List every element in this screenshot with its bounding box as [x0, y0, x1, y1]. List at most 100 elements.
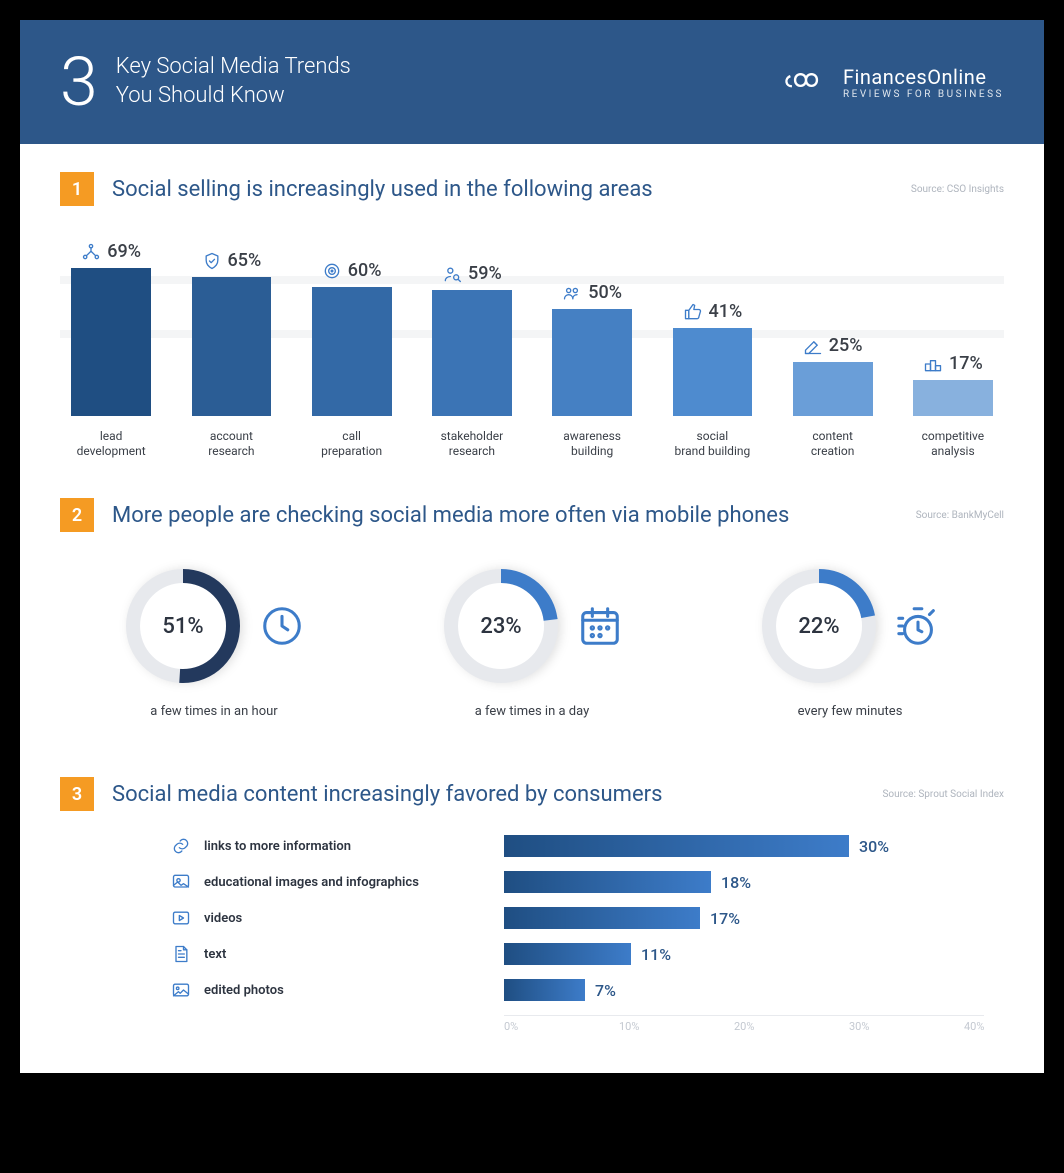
section-2-title: More people are checking social media mo… — [112, 503, 898, 528]
thumbs-up-icon — [683, 302, 703, 322]
donut-gauge: 22% — [759, 566, 879, 686]
bar-value: 60% — [348, 260, 382, 281]
bar-item: 41% socialbrand building — [661, 301, 763, 416]
hbar-right: 18% — [504, 871, 984, 893]
hbar-left: videos — [170, 907, 480, 929]
hbar-label: educational images and infographics — [204, 875, 419, 890]
donut-wrap: 23% — [441, 566, 623, 686]
bar-item: 50% awarenessbuilding — [541, 282, 643, 416]
bar-rect — [793, 362, 873, 416]
bar-label: socialbrand building — [651, 429, 774, 460]
donut-item: 22% every few minutes — [706, 566, 994, 719]
donut-value: 23% — [441, 566, 561, 686]
hbar-label: edited photos — [204, 983, 284, 998]
bar-rect — [432, 290, 512, 416]
bar-label: accountresearch — [170, 429, 293, 460]
section-3-source: Source: Sprout Social Index — [882, 789, 1004, 800]
hbar-left: edited photos — [170, 979, 480, 1001]
axis-tick: 30% — [849, 1020, 964, 1033]
brand-logo: FinancesOnline REVIEWS FOR BUSINESS — [781, 64, 1004, 100]
section-3-title: Social media content increasingly favore… — [112, 782, 864, 807]
infographic-page: 3 Key Social Media Trends You Should Kno… — [20, 20, 1044, 1073]
section-1: 1 Social selling is increasingly used in… — [20, 144, 1044, 470]
bar-rect — [71, 268, 151, 416]
donut-value: 51% — [123, 566, 243, 686]
donut-label: a few times in an hour — [150, 704, 277, 719]
section-1-source: Source: CSO Insights — [911, 184, 1004, 195]
infinity-cloud-icon — [781, 64, 831, 100]
bar-top: 25% — [803, 335, 863, 356]
section-3: 3 Social media content increasingly favo… — [20, 749, 1044, 1073]
hbar-right: 11% — [504, 943, 984, 965]
bar-value: 25% — [829, 335, 863, 356]
stopwatch-icon — [895, 603, 941, 649]
bar-top: 17% — [923, 353, 983, 374]
header: 3 Key Social Media Trends You Should Kno… — [20, 20, 1044, 144]
donut-label: a few times in a day — [475, 704, 590, 719]
target-icon — [322, 261, 342, 281]
axis-tick: 20% — [734, 1020, 849, 1033]
document-icon — [170, 944, 192, 964]
shield-icon — [202, 251, 222, 271]
bar-label: contentcreation — [771, 429, 894, 460]
brand-name: FinancesOnline — [843, 65, 1004, 89]
hbar-right: 7% — [504, 979, 984, 1001]
axis-tick: 10% — [619, 1020, 734, 1033]
bar-item: 69% leaddevelopment — [60, 241, 162, 416]
section-2-header: 2 More people are checking social media … — [60, 498, 1004, 532]
bar-label: stakeholderresearch — [411, 429, 534, 460]
bar-top: 50% — [562, 282, 622, 303]
hbar-chart: links to more information 30% educationa… — [60, 835, 1004, 1043]
bar-item: 59% stakeholderresearch — [421, 263, 523, 416]
hbar-value: 18% — [721, 873, 751, 892]
person-search-icon — [442, 264, 462, 284]
hbar-label: videos — [204, 911, 242, 926]
donut-row: 51% a few times in an hour 23% a few tim… — [60, 556, 1004, 739]
donut-label: every few minutes — [798, 704, 903, 719]
bar-value: 65% — [228, 250, 262, 271]
bar-value: 59% — [468, 263, 502, 284]
donut-value: 22% — [759, 566, 879, 686]
donut-item: 51% a few times in an hour — [70, 566, 358, 719]
section-1-header: 1 Social selling is increasingly used in… — [60, 172, 1004, 206]
section-3-header: 3 Social media content increasingly favo… — [60, 777, 1004, 811]
pencil-icon — [803, 336, 823, 356]
header-title-line1: Key Social Media Trends — [116, 53, 351, 82]
axis-tick: 0% — [504, 1020, 619, 1033]
bar-top: 41% — [683, 301, 743, 322]
hbar-value: 7% — [595, 981, 616, 1000]
hbar-rect — [504, 871, 711, 893]
hbar-axis: 0%10%20%30%40% — [504, 1015, 984, 1033]
brand-subtitle: REVIEWS FOR BUSINESS — [843, 89, 1004, 100]
brand-text: FinancesOnline REVIEWS FOR BUSINESS — [843, 65, 1004, 100]
header-title-lines: Key Social Media Trends You Should Know — [116, 53, 351, 110]
axis-tick: 40% — [964, 1020, 984, 1033]
hbar-left: text — [170, 943, 480, 965]
image-info-icon — [170, 872, 192, 892]
hbar-left: educational images and infographics — [170, 871, 480, 893]
section-2-number: 2 — [60, 498, 94, 532]
bar-top: 59% — [442, 263, 502, 284]
hbar-label: text — [204, 947, 226, 962]
donut-gauge: 23% — [441, 566, 561, 686]
video-icon — [170, 908, 192, 928]
calendar-icon — [577, 603, 623, 649]
section-3-number: 3 — [60, 777, 94, 811]
hbar-left: links to more information — [170, 835, 480, 857]
hbar-label: links to more information — [204, 839, 351, 854]
donut-wrap: 22% — [759, 566, 941, 686]
header-number: 3 — [60, 48, 98, 116]
bar-rect — [913, 380, 993, 416]
bar-rect — [673, 328, 753, 416]
donut-wrap: 51% — [123, 566, 305, 686]
bar-top: 60% — [322, 260, 382, 281]
section-2-source: Source: BankMyCell — [916, 510, 1004, 521]
link-icon — [170, 836, 192, 856]
bar-value: 17% — [949, 353, 983, 374]
hbar-rect — [504, 835, 849, 857]
bar-top: 65% — [202, 250, 262, 271]
bar-item: 17% competitiveanalysis — [902, 353, 1004, 416]
section-1-number: 1 — [60, 172, 94, 206]
hbar-right: 30% — [504, 835, 984, 857]
bar-label: awarenessbuilding — [531, 429, 654, 460]
